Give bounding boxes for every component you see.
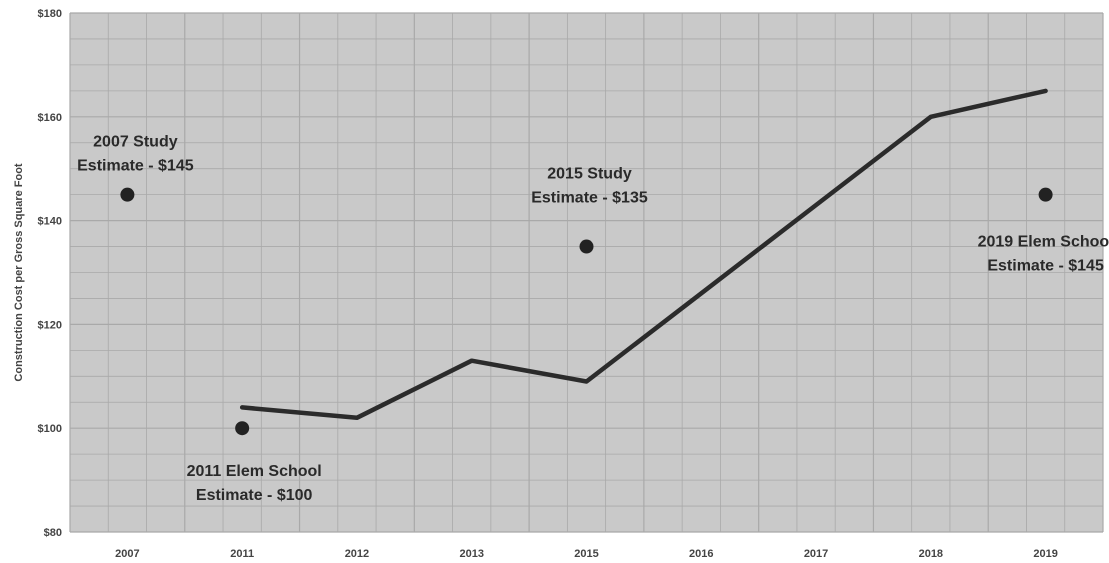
series-layer xyxy=(239,88,1048,421)
estimate-marker xyxy=(579,239,594,254)
x-tick-label: 2012 xyxy=(345,548,369,560)
y-axis-ticks: $80 $100 $120 $140 $160 $180 xyxy=(38,8,62,539)
y-tick-label: $100 xyxy=(38,423,62,435)
x-tick-label: 2019 xyxy=(1033,548,1057,560)
grid-lines xyxy=(69,12,1104,533)
y-tick-label: $80 xyxy=(44,527,62,539)
x-axis-ticks: 2007 2011 2012 2013 2015 2016 2017 2018 2019 xyxy=(115,548,1058,560)
estimate-annotation: Estimate - $100 xyxy=(196,487,313,504)
x-tick-label: 2011 xyxy=(230,548,254,560)
x-tick-label: 2018 xyxy=(919,548,943,560)
y-tick-label: $120 xyxy=(38,319,62,331)
y-tick-label: $160 xyxy=(38,112,62,124)
x-tick-label: 2016 xyxy=(689,548,713,560)
x-tick-label: 2017 xyxy=(804,548,828,560)
estimates-layer: 2007 Study Estimate - $145 2011 Elem Schoo… xyxy=(77,134,1109,505)
estimate-marker xyxy=(235,421,250,436)
x-tick-label: 2013 xyxy=(459,548,483,560)
y-axis-label: Construction Cost per Gross Square Foot xyxy=(13,163,25,382)
estimate-annotation: 2011 Elem School xyxy=(187,463,322,480)
x-tick-label: 2015 xyxy=(574,548,598,560)
y-tick-label: $180 xyxy=(38,8,62,20)
estimate-annotation: 2015 Study xyxy=(547,166,632,183)
estimate-annotation: Estimate - $135 xyxy=(531,190,648,207)
estimate-annotation: 2007 Study xyxy=(93,134,178,151)
estimate-annotation: Estimate - $145 xyxy=(77,158,194,175)
x-tick-label: 2007 xyxy=(115,548,139,560)
estimate-annotation: Estimate - $145 xyxy=(987,258,1104,275)
estimate-marker xyxy=(120,187,135,202)
series-line xyxy=(239,88,1048,421)
estimate-annotation: 2019 Elem School xyxy=(978,234,1109,251)
y-tick-label: $140 xyxy=(38,216,62,228)
estimate-marker xyxy=(1038,187,1053,202)
